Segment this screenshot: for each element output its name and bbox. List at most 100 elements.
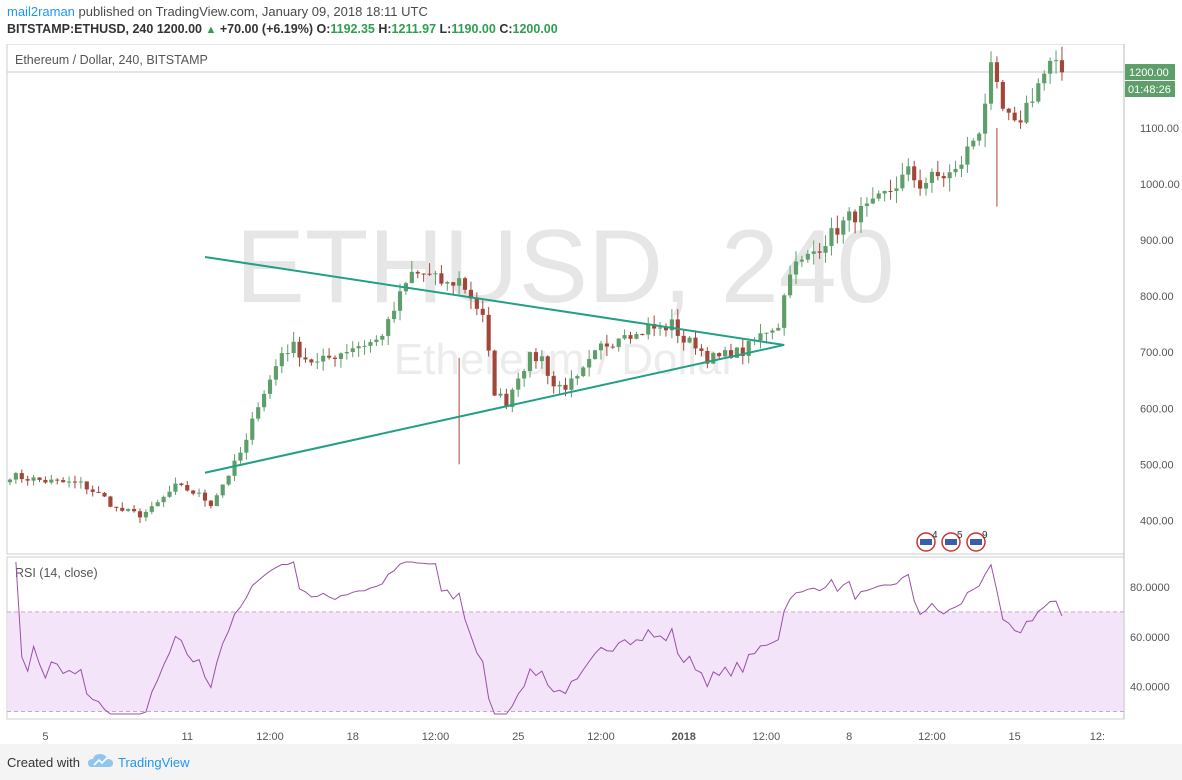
- tradingview-link[interactable]: TradingView: [118, 755, 190, 770]
- time-tick-label: 12:00: [256, 731, 284, 743]
- candle-body: [185, 485, 190, 491]
- candle-body: [102, 492, 107, 497]
- candle-body: [687, 337, 692, 343]
- candle-body: [108, 496, 113, 507]
- candle-body: [858, 206, 864, 223]
- price-tick-label: 1000.00: [1140, 179, 1180, 191]
- candle-body: [309, 359, 314, 363]
- time-tick-label: 8: [846, 731, 852, 743]
- candle-body: [161, 496, 166, 503]
- candle-body: [728, 350, 734, 358]
- candle-body: [669, 319, 674, 331]
- candle-body: [959, 164, 964, 169]
- candle-body: [474, 298, 479, 309]
- trendline-upper: [204, 255, 785, 346]
- candle-body: [244, 439, 249, 453]
- candle-body: [764, 332, 769, 334]
- candle-body: [468, 289, 474, 299]
- candle-body: [640, 333, 645, 335]
- event-count: 4: [932, 530, 938, 541]
- candle-body: [344, 352, 349, 354]
- created-with-label: Created with: [7, 755, 80, 770]
- candle-body: [551, 375, 556, 387]
- candle-body: [522, 371, 527, 379]
- candle-body: [575, 376, 580, 379]
- candle-body: [557, 384, 562, 387]
- candle-body: [191, 490, 196, 494]
- candle-body: [55, 479, 60, 481]
- candle-body: [114, 506, 119, 508]
- price-tick-label: 1100.00: [1140, 123, 1179, 135]
- candle-body: [906, 166, 911, 175]
- low-value: 1190.00: [451, 22, 496, 36]
- candle-body: [876, 193, 881, 199]
- candle-body: [717, 353, 722, 357]
- candle-body: [120, 507, 125, 511]
- candle-body: [977, 133, 982, 141]
- open-value: 1192.35: [330, 22, 375, 36]
- candle-body: [386, 319, 391, 336]
- candle-body: [303, 357, 308, 360]
- candle-body: [37, 477, 42, 480]
- countdown-tag: [1125, 81, 1175, 98]
- candle-body: [788, 274, 793, 296]
- candle-body: [498, 393, 503, 396]
- price-tick-label: 600.00: [1140, 403, 1174, 415]
- candles: [7, 46, 1065, 524]
- candle-body: [657, 327, 663, 329]
- candle-body: [923, 182, 929, 189]
- candle-body: [510, 389, 515, 408]
- candle-body: [392, 310, 397, 320]
- candle-body: [327, 355, 332, 358]
- footer: Created with TradingView: [0, 744, 1182, 780]
- price-tick-label: 900.00: [1140, 235, 1174, 247]
- candle-body: [143, 511, 148, 518]
- candle-body: [882, 190, 887, 194]
- candle-body: [415, 271, 420, 274]
- candle-body: [338, 353, 343, 359]
- author-link[interactable]: mail2raman: [7, 4, 75, 19]
- time-tick-label: 12:: [1090, 731, 1105, 743]
- candle-body: [49, 479, 54, 483]
- symbol-label: BITSTAMP:ETHUSD, 240: [7, 22, 154, 36]
- candle-body: [1006, 108, 1011, 113]
- candle-body: [935, 171, 940, 177]
- candle-body: [918, 180, 923, 189]
- candle-body: [740, 347, 745, 356]
- candle-body: [409, 271, 414, 284]
- candle-body: [1036, 83, 1041, 102]
- publish-line: mail2raman published on TradingView.com,…: [7, 4, 428, 19]
- chart-header: mail2raman published on TradingView.com,…: [0, 0, 1182, 44]
- candle-body: [492, 350, 497, 396]
- price-change: +70.00 (+6.19%): [219, 22, 313, 36]
- candle-body: [267, 379, 273, 394]
- trendline-lower: [204, 343, 785, 474]
- candle-body: [397, 291, 403, 311]
- rsi-tick-label: 40.0000: [1130, 682, 1170, 694]
- time-tick-label: 5: [42, 731, 48, 743]
- flag-stripe: [920, 539, 932, 545]
- candle-body: [1059, 60, 1065, 73]
- candle-body: [929, 171, 934, 183]
- event-count: 5: [957, 530, 963, 541]
- candle-body: [226, 475, 231, 485]
- candle-body: [19, 473, 24, 480]
- rsi-band: [8, 611, 1123, 712]
- candle-body: [167, 491, 172, 497]
- publish-info: published on TradingView.com, January 09…: [78, 4, 428, 19]
- candle-body: [693, 337, 698, 349]
- candle-body: [604, 343, 609, 347]
- candle-body: [616, 338, 621, 347]
- candle-body: [723, 350, 728, 357]
- candle-body: [149, 506, 154, 512]
- flag-stripe: [945, 539, 957, 545]
- candle-body: [994, 62, 1000, 82]
- candle-body: [232, 460, 237, 476]
- candle-body: [480, 308, 485, 315]
- candle-body: [563, 384, 568, 390]
- candle-body: [835, 228, 840, 235]
- candle-body: [7, 479, 13, 483]
- candle-body: [421, 273, 426, 275]
- candle-body: [646, 324, 651, 335]
